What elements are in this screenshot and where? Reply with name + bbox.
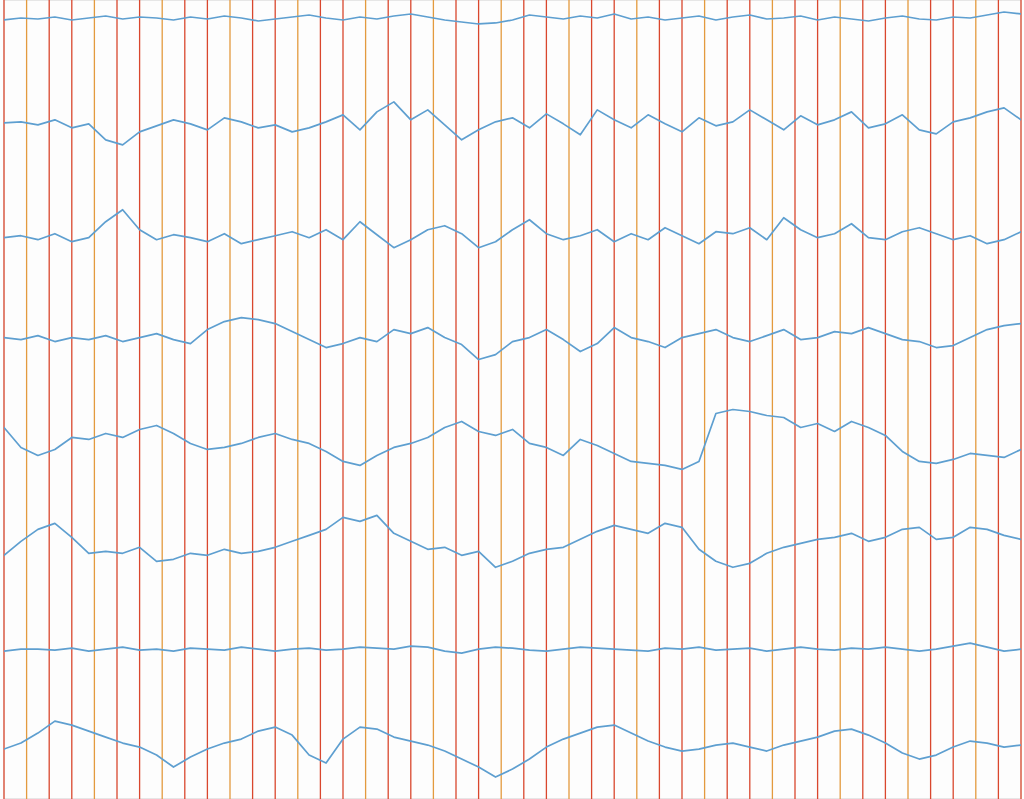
grid-line xyxy=(478,0,479,799)
grid-line xyxy=(568,0,569,799)
grid-line xyxy=(930,0,931,799)
grid-line xyxy=(749,0,750,799)
grid-line xyxy=(207,0,208,799)
plot-frame xyxy=(4,1,1021,799)
eeg-trace xyxy=(4,210,1021,248)
grid-line xyxy=(636,0,637,799)
grid-line xyxy=(94,0,95,799)
eeg-trace xyxy=(4,643,1021,653)
grid-line xyxy=(342,0,343,799)
eeg-trace xyxy=(4,318,1021,360)
traces xyxy=(4,12,1021,777)
grid-line xyxy=(139,0,140,799)
grid-line xyxy=(455,0,456,799)
grid-line xyxy=(523,0,524,799)
eeg-trace xyxy=(4,409,1021,469)
grid-line xyxy=(388,0,389,799)
grid-line xyxy=(885,0,886,799)
grid xyxy=(4,0,1021,799)
grid-line xyxy=(71,0,72,799)
eeg-trace xyxy=(4,12,1021,24)
grid-line xyxy=(817,0,818,799)
grid-line xyxy=(998,0,999,799)
grid-line xyxy=(275,0,276,799)
grid-line xyxy=(840,0,841,799)
eeg-chart xyxy=(0,0,1024,799)
eeg-trace xyxy=(4,102,1021,145)
grid-line xyxy=(184,0,185,799)
grid-line xyxy=(975,0,976,799)
grid-line xyxy=(681,0,682,799)
grid-line xyxy=(297,0,298,799)
grid-line xyxy=(49,0,50,799)
grid-line xyxy=(727,0,728,799)
eeg-trace xyxy=(4,515,1021,567)
paper xyxy=(0,0,1024,799)
grid-line xyxy=(862,0,863,799)
grid-line xyxy=(26,0,27,799)
grid-line xyxy=(320,0,321,799)
grid-line xyxy=(3,0,4,799)
grid-line xyxy=(252,0,253,799)
grid-line xyxy=(162,0,163,799)
grid-line xyxy=(772,0,773,799)
grid-line xyxy=(953,0,954,799)
grid-line xyxy=(365,0,366,799)
grid-line xyxy=(433,0,434,799)
eeg-trace xyxy=(4,721,1021,777)
grid-line xyxy=(116,0,117,799)
grid-line xyxy=(546,0,547,799)
